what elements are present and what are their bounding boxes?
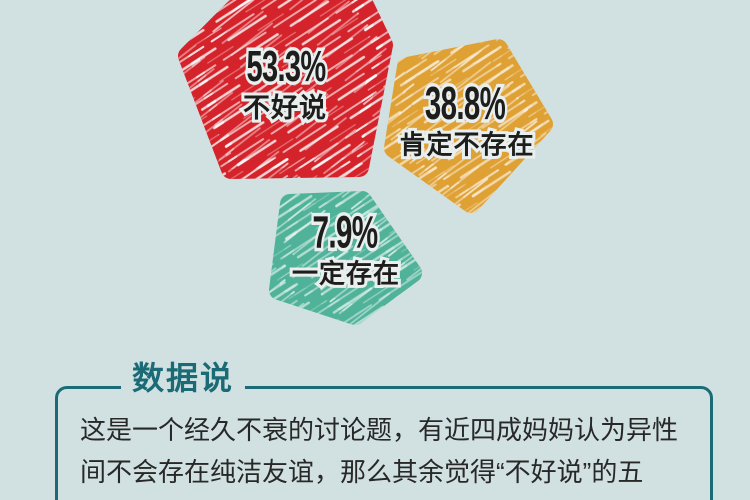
pentagon-orange bbox=[384, 39, 553, 213]
label-halo: 肯定不存在 bbox=[396, 128, 536, 162]
pentagon-orange-texture2 bbox=[384, 39, 553, 213]
pentagon-teal-texture2 bbox=[269, 191, 422, 325]
pentagon-teal bbox=[269, 191, 422, 325]
label-text: 不好说 bbox=[243, 92, 327, 123]
label-text: 一定存在 bbox=[291, 258, 401, 289]
pentagon-teal-label: 一定存在 一定存在 bbox=[289, 257, 402, 291]
pentagon-teal-value: 7.9% 7.9% bbox=[310, 205, 380, 260]
value-text: 53.3% bbox=[246, 41, 326, 91]
value-text: 7.9% bbox=[312, 206, 378, 258]
data-box bbox=[55, 386, 713, 500]
label-text: 肯定不存在 bbox=[399, 129, 535, 160]
text-line-2: 间不会存在纯洁友谊，那么其余觉得“不好说”的五 bbox=[80, 457, 644, 487]
text-line-1: 这是一个经久不衰的讨论题，有近四成妈妈认为异性 bbox=[80, 415, 679, 445]
data-section-text: 这是一个经久不衰的讨论题，有近四成妈妈认为异性 间不会存在纯洁友谊，那么其余觉得… bbox=[80, 409, 678, 493]
data-section-title: 数据说 bbox=[121, 361, 246, 395]
pentagon-orange-label: 肯定不存在 肯定不存在 bbox=[396, 128, 536, 162]
pentagon-red-label: 不好说 不好说 bbox=[240, 90, 329, 125]
value-halo: 53.3% bbox=[244, 40, 328, 93]
pentagon-orange-value: 38.8% 38.8% bbox=[423, 75, 508, 131]
value-halo: 7.9% bbox=[310, 205, 380, 260]
value-text: 38.8% bbox=[424, 76, 506, 129]
pentagon-red-value: 53.3% 53.3% bbox=[244, 40, 328, 93]
pentagon-red-texture2 bbox=[178, 0, 393, 179]
pentagon-red bbox=[178, 0, 393, 179]
label-halo: 一定存在 bbox=[289, 257, 402, 291]
label-halo: 不好说 bbox=[240, 90, 329, 125]
value-halo: 38.8% bbox=[423, 75, 508, 131]
